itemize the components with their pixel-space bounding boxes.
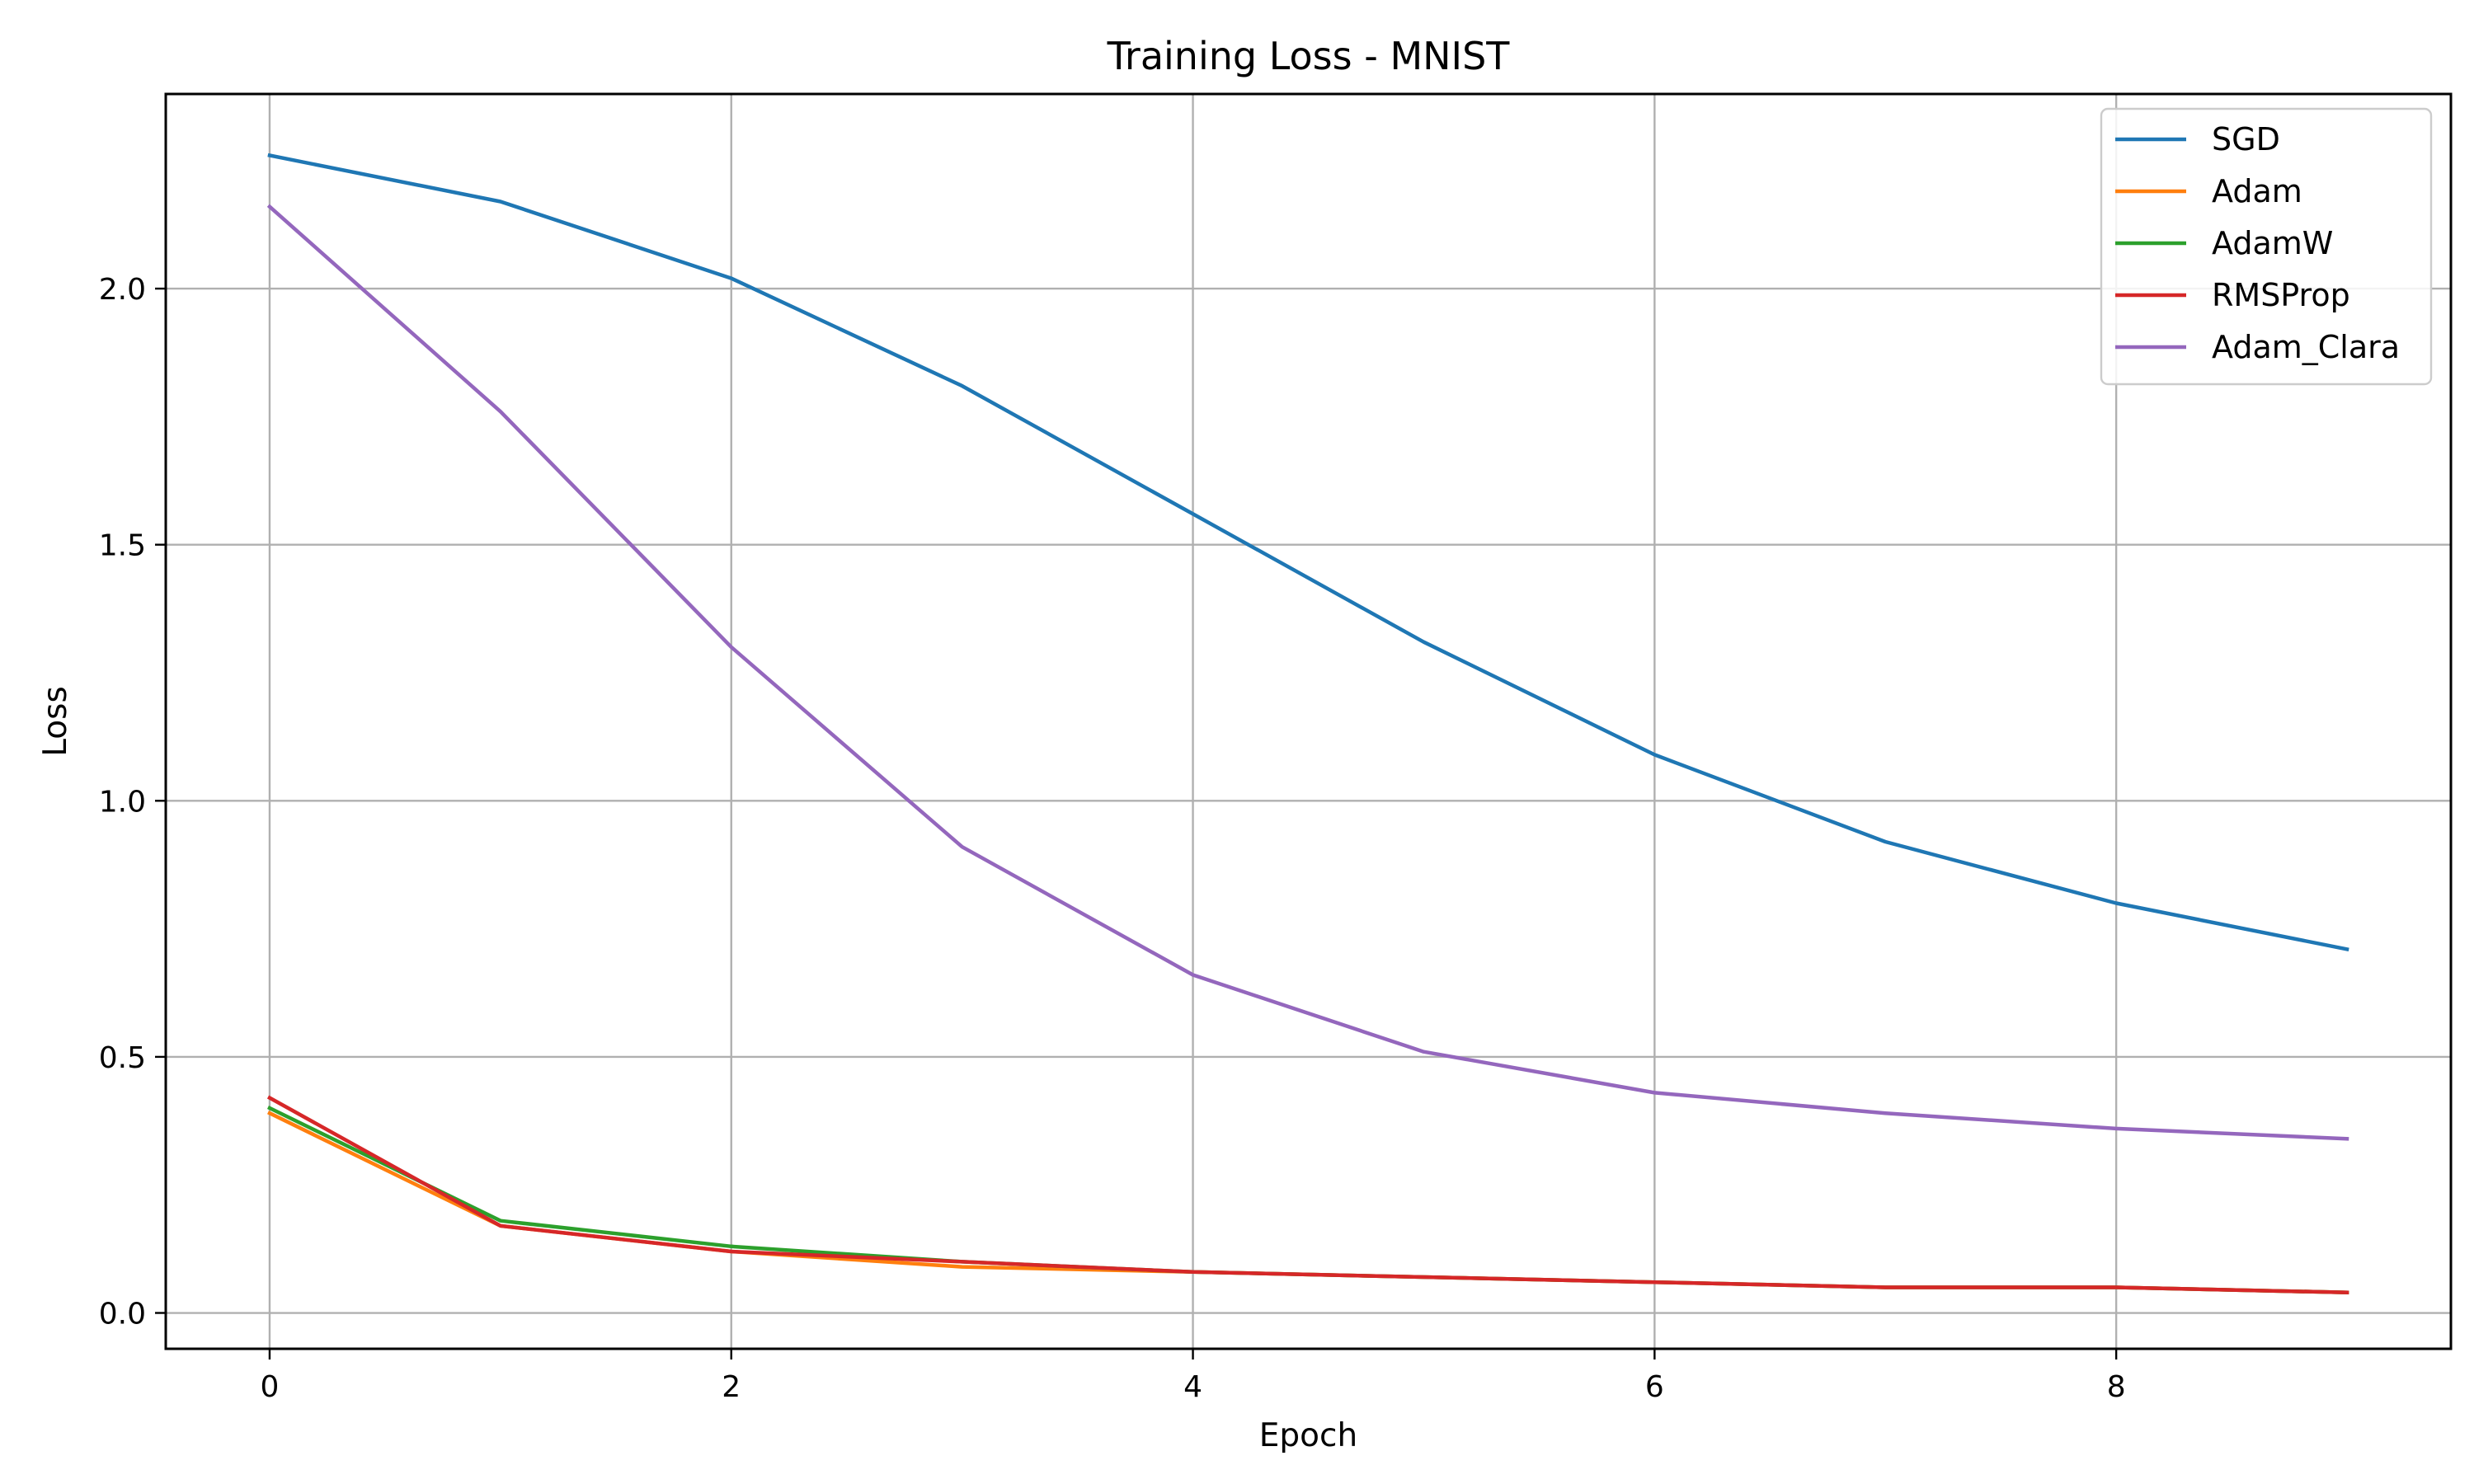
y-tick-label: 1.0 — [99, 785, 146, 819]
y-tick-label: 0.0 — [99, 1298, 146, 1331]
y-axis-label: Loss — [37, 686, 74, 757]
series-line-adam_clara — [266, 204, 2349, 1141]
x-tick-label: 0 — [261, 1370, 280, 1404]
legend-box — [2100, 107, 2433, 386]
plot-frame — [164, 92, 2453, 1350]
legend: SGD Adam AdamW RMSProp Adam_Clara — [2100, 107, 2433, 386]
legend-label-sgd: SGD — [2212, 121, 2280, 157]
legend-label-adam_clara: Adam_Clara — [2212, 329, 2400, 365]
series-line-sgd — [267, 153, 2349, 952]
y-tick-label: 0.5 — [99, 1041, 146, 1075]
x-axis-label: Epoch — [1259, 1417, 1357, 1454]
grid-lines — [166, 94, 2451, 1349]
chart-title: Training Loss - MNIST — [1107, 34, 1511, 78]
legend-label-adamw: AdamW — [2212, 225, 2333, 261]
axis-ticks: 0 2 4 6 8 0.0 0.5 1.0 1.5 2.0 — [99, 273, 2126, 1404]
x-tick-label: 8 — [2107, 1370, 2126, 1404]
y-tick-label: 2.0 — [99, 273, 146, 307]
legend-label-rmsprop: RMSProp — [2212, 277, 2350, 313]
legend-label-adam: Adam — [2212, 173, 2302, 209]
x-tick-label: 2 — [722, 1370, 741, 1404]
x-tick-label: 6 — [1645, 1370, 1664, 1404]
x-tick-label: 4 — [1183, 1370, 1202, 1404]
series-line-rmsprop — [266, 1095, 2349, 1294]
series-lines — [266, 153, 2349, 1294]
y-tick-label: 1.5 — [99, 529, 146, 563]
